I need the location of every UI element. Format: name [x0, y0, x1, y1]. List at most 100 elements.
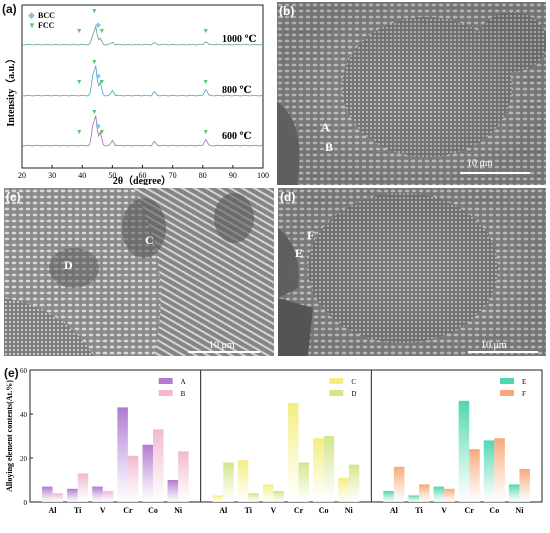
bar-category-label: Ti	[245, 506, 253, 515]
marker-d: D	[64, 258, 73, 272]
legend-label-c: C	[351, 378, 356, 386]
legend-fcc-icon: ▼	[28, 21, 36, 30]
bar-y-tick-label: 0	[24, 499, 28, 507]
legend-swatch-a	[158, 378, 173, 384]
sem-panel-b: (b) A B 10 μm	[277, 2, 547, 185]
xrd-x-tick-label: 30	[48, 171, 56, 180]
sem-image-c	[4, 188, 274, 356]
xrd-x-tick-label: 60	[139, 171, 147, 180]
bar-category-label: Cr	[294, 506, 304, 515]
bar-category-label: V	[441, 506, 447, 515]
xrd-x-tick-label: 100	[257, 171, 269, 180]
xrd-traces: ▼▼▼ ▼◆▼▼▼ ▼◆▼▼▼ ▼◆	[21, 7, 264, 147]
fcc-peak-marker-icon: ▼	[202, 78, 209, 86]
bar-d	[348, 464, 360, 502]
fcc-peak-marker-icon: ▼	[91, 7, 98, 15]
bar-f	[393, 466, 405, 502]
bar-c	[212, 495, 224, 502]
panel-d-label: (d)	[280, 190, 296, 204]
bar-plot-frame	[29, 369, 543, 503]
bar-category-label: Ni	[174, 506, 183, 515]
bar-y-tick-label: 60	[20, 367, 28, 375]
bar-a	[67, 488, 78, 502]
bar-b	[178, 451, 189, 502]
bar-a	[92, 486, 103, 502]
bar-y-axis-label: Alloying element contents(At.%)	[5, 380, 14, 492]
composition-bar-chart: Alloying element contents(At.%) 0204060 …	[5, 367, 543, 515]
bar-f	[418, 484, 430, 502]
bar-category-label: Ni	[515, 506, 524, 515]
scale-bar-label-c: 10 μm	[209, 340, 235, 351]
fcc-peak-marker-icon: ▼	[202, 128, 209, 136]
bar-category-label: Co	[148, 506, 158, 515]
xrd-x-tick-label: 70	[169, 171, 177, 180]
bar-a	[167, 480, 179, 502]
legend-swatch-c	[329, 378, 344, 384]
fcc-peak-marker-icon: ▼	[76, 128, 83, 136]
bar-category-label: V	[271, 506, 277, 515]
bar-d	[248, 493, 259, 502]
xrd-plot-frame	[21, 4, 264, 169]
bar-e	[433, 486, 445, 502]
trace-label-800: 800 ℃	[222, 85, 252, 96]
bar-c	[288, 403, 299, 502]
xrd-x-tick-label: 90	[229, 171, 237, 180]
marker-f: F	[307, 228, 315, 242]
bar-b	[102, 491, 114, 502]
bar-d	[273, 491, 284, 502]
scale-bar-label-b: 10 μm	[467, 158, 493, 169]
bar-category-label: Co	[319, 506, 329, 515]
legend-swatch-d	[329, 390, 344, 396]
bar-y-axis: 0 20 40 60	[20, 367, 33, 507]
bar-a	[117, 407, 128, 502]
bar-y-tick-label: 40	[20, 411, 28, 419]
legend-fcc-label: FCC	[38, 21, 55, 30]
bar-a	[142, 444, 153, 502]
xrd-x-axis-label: 2θ（degree）	[113, 174, 171, 185]
bar-category-label: Cr	[465, 506, 475, 515]
bar-f	[519, 469, 530, 502]
fcc-peak-marker-icon: ▼	[98, 78, 105, 86]
xrd-x-tick-label: 80	[199, 171, 207, 180]
bar-f	[494, 438, 505, 502]
legend-bcc-label: BCC	[38, 11, 55, 20]
legend-label-f: F	[522, 390, 526, 398]
bar-category-label: Al	[49, 506, 58, 515]
xrd-x-tick-label: 40	[78, 171, 86, 180]
bar-c	[237, 460, 249, 502]
fcc-peak-marker-icon: ▼	[202, 27, 209, 35]
xrd-trace-line	[21, 115, 264, 147]
bar-category-label: Al	[390, 506, 399, 515]
fcc-peak-marker-icon: ▼	[98, 27, 105, 35]
legend-label-b: B	[181, 390, 186, 398]
bar-b	[152, 429, 164, 502]
scale-bar-c	[188, 351, 260, 353]
xrd-legend: ◆ BCC ▼ FCC	[28, 10, 55, 30]
legend-swatch-b	[158, 390, 173, 396]
legend-label-d: D	[351, 390, 356, 398]
fcc-peak-marker-icon: ▼	[91, 108, 98, 116]
bar-category-label: Co	[489, 506, 499, 515]
bar-category-label: Ti	[415, 506, 423, 515]
panel-c-label: (c)	[6, 190, 21, 204]
legend-bcc-icon: ◆	[28, 10, 35, 20]
bcc-peak-marker-icon: ◆	[96, 72, 102, 80]
trace-label-1000: 1000 ℃	[222, 34, 257, 45]
xrd-x-tick-label: 20	[18, 171, 26, 180]
bar-category-label: Cr	[123, 506, 133, 515]
fcc-peak-marker-icon: ▼	[76, 27, 83, 35]
xrd-x-tick-label: 50	[108, 171, 116, 180]
bar-category-label: Al	[219, 506, 228, 515]
xrd-trace-line	[21, 24, 264, 46]
marker-b: B	[325, 140, 334, 154]
bar-c	[338, 477, 349, 502]
legend-swatch-e	[500, 378, 514, 384]
bar-y-tick-label: 20	[20, 455, 28, 463]
sem-image-d	[278, 188, 546, 356]
bar-e	[458, 400, 470, 502]
bar-a	[42, 486, 53, 502]
bar-e	[483, 440, 495, 502]
xrd-y-axis-label: Intensity（a.u.）	[4, 53, 17, 126]
legend-label-e: E	[522, 378, 526, 386]
bcc-peak-marker-icon: ◆	[96, 122, 102, 130]
